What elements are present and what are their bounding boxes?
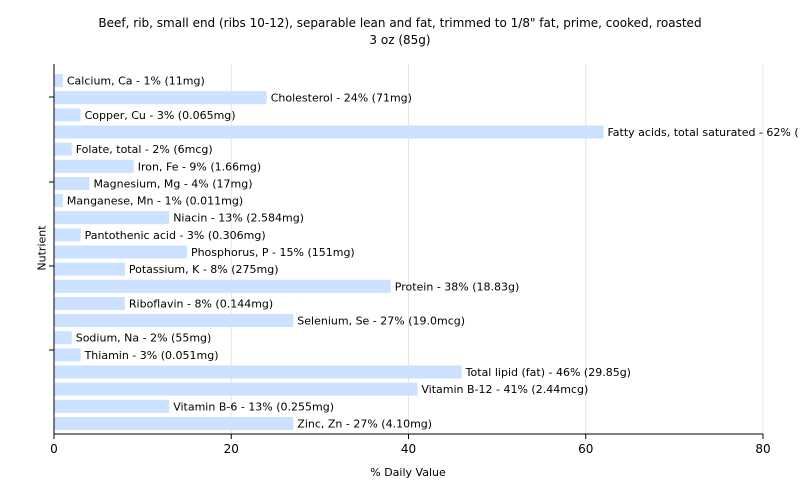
bar [54,228,81,242]
bar [54,279,391,293]
bar-label: Cholesterol - 24% (71mg) [271,92,412,105]
bar [54,108,81,122]
bar-label: Niacin - 13% (2.584mg) [173,212,304,225]
bar-label: Manganese, Mn - 1% (0.011mg) [67,195,243,208]
x-tick-label: 40 [401,442,416,456]
x-axis-label: % Daily Value [370,466,446,479]
bar [54,211,170,225]
bar-label: Potassium, K - 8% (275mg) [129,263,279,276]
chart-title: Beef, rib, small end (ribs 10-12), separ… [98,16,702,30]
bar [54,176,90,190]
chart-subtitle: 3 oz (85g) [369,33,431,47]
bar-label: Phosphorus, P - 15% (151mg) [191,246,355,259]
bar-label: Riboflavin - 8% (0.144mg) [129,297,273,310]
bar [54,399,170,413]
bar [54,74,63,88]
bar-label: Total lipid (fat) - 46% (29.85g) [465,366,631,379]
bar [54,314,294,328]
bar [54,348,81,362]
bar-label: Protein - 38% (18.83g) [395,280,520,293]
bar-label: Copper, Cu - 3% (0.065mg) [85,109,236,122]
x-tick-label: 60 [578,442,593,456]
bar-label: Vitamin B-6 - 13% (0.255mg) [173,400,334,413]
bar [54,416,294,430]
bar [54,331,72,345]
bar-label: Thiamin - 3% (0.051mg) [84,349,219,362]
bar [54,245,187,259]
bar-label: Magnesium, Mg - 4% (17mg) [93,177,252,190]
bar-label: Selenium, Se - 27% (19.0mcg) [297,315,465,328]
bar [54,296,125,310]
x-tick-label: 20 [224,442,239,456]
bar [54,382,418,396]
bar-label: Vitamin B-12 - 41% (2.44mcg) [421,383,588,396]
bar-label: Folate, total - 2% (6mcg) [76,143,213,156]
bar [54,91,267,105]
x-tick-label: 80 [755,442,770,456]
bar [54,125,604,139]
bar [54,194,63,208]
y-axis-label: Nutrient [35,225,49,271]
bar-label: Iron, Fe - 9% (1.66mg) [138,160,261,173]
bar [54,365,462,379]
bar-label: Pantothenic acid - 3% (0.306mg) [85,229,266,242]
x-tick-label: 0 [50,442,58,456]
bar [54,142,72,156]
bar-label: Fatty acids, total saturated - 62% (12.3… [607,126,800,139]
bar-label: Calcium, Ca - 1% (11mg) [67,75,205,88]
bar [54,159,134,173]
bar [54,262,125,276]
bar-label: Zinc, Zn - 27% (4.10mg) [297,417,432,430]
bar-label: Sodium, Na - 2% (55mg) [76,332,212,345]
